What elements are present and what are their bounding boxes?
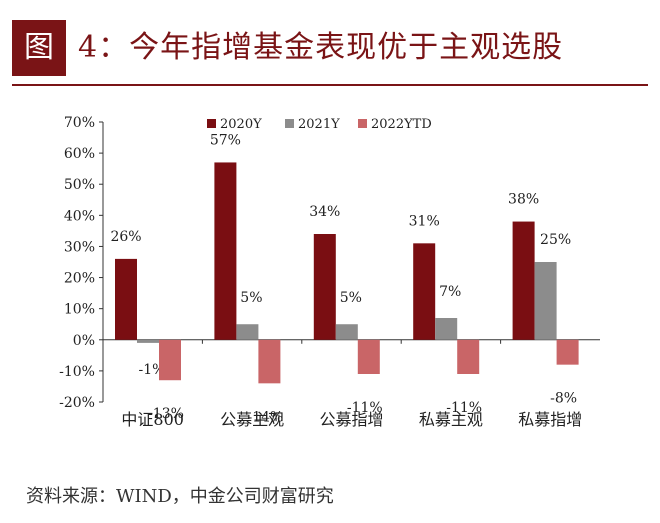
data-label: -14%	[247, 409, 283, 425]
x-tick-label: 私募主观	[419, 410, 483, 429]
y-tick-label: 30%	[64, 239, 95, 255]
data-label: 5%	[340, 290, 362, 306]
bar-2022YTD	[556, 339, 579, 365]
data-label: 25%	[540, 232, 571, 248]
figure-title: 4：今年指增基金表现优于主观选股	[78, 30, 564, 65]
bar-2021Y	[137, 339, 159, 343]
x-tick-label: 公募指增	[319, 410, 383, 429]
x-tick-label: 公募主观	[220, 410, 284, 429]
y-tick-label: 0%	[73, 333, 95, 349]
y-tick-label: 60%	[64, 146, 95, 162]
header-rule	[12, 84, 648, 86]
bar-2020Y	[512, 221, 535, 340]
x-tick-label: 私募指增	[518, 410, 582, 429]
data-label: -13%	[148, 406, 184, 422]
bar-2022YTD	[457, 339, 480, 374]
bar-2022YTD	[258, 339, 281, 384]
legend-label-2020Y: 2020Y	[220, 117, 262, 132]
data-label: -11%	[347, 400, 383, 416]
legend-swatch-2020Y	[207, 119, 216, 128]
source-note: 资料来源：WIND，中金公司财富研究	[26, 486, 334, 507]
figure-header: 图 4：今年指增基金表现优于主观选股	[0, 0, 660, 86]
bar-2020Y	[115, 258, 137, 340]
data-label: 5%	[240, 290, 262, 306]
bar-2022YTD	[357, 339, 380, 374]
data-label: -11%	[446, 400, 482, 416]
legend-swatch-2022YTD	[358, 119, 367, 128]
data-label: 31%	[409, 213, 440, 229]
data-label: 7%	[439, 284, 461, 300]
bar-2021Y	[534, 262, 557, 340]
bar-2021Y	[435, 318, 458, 340]
bar-2020Y	[413, 243, 436, 340]
y-tick-label: 70%	[64, 115, 95, 131]
legend-label-2022YTD: 2022YTD	[371, 117, 432, 132]
bar-2020Y	[214, 162, 237, 340]
y-tick-label: 40%	[64, 208, 95, 224]
x-tick-label: 中证800	[121, 410, 184, 429]
bar-2020Y	[313, 234, 336, 340]
y-tick-label: 10%	[64, 302, 95, 318]
bar-2021Y	[236, 324, 259, 340]
legend-swatch-2021Y	[285, 119, 294, 128]
data-label: 26%	[110, 229, 141, 245]
y-tick-label: 50%	[64, 177, 95, 193]
y-tick-label: -10%	[59, 364, 95, 380]
bar-2022YTD	[159, 339, 181, 381]
data-label: -8%	[550, 391, 577, 407]
y-tick-label: 20%	[64, 271, 95, 287]
y-tick-label: -20%	[59, 395, 95, 411]
data-label: 38%	[508, 192, 539, 208]
bar-chart: 70% 60% 50% 40% 30% 20% 10% 0% -10% -20% 2020Y 2021…	[59, 115, 600, 429]
data-label: 57%	[210, 132, 241, 148]
bar-2021Y	[335, 324, 358, 340]
data-label: 34%	[309, 204, 340, 220]
legend-label-2021Y: 2021Y	[298, 117, 340, 132]
figure-tag: 图	[12, 20, 66, 76]
data-label: -1%	[139, 362, 166, 378]
